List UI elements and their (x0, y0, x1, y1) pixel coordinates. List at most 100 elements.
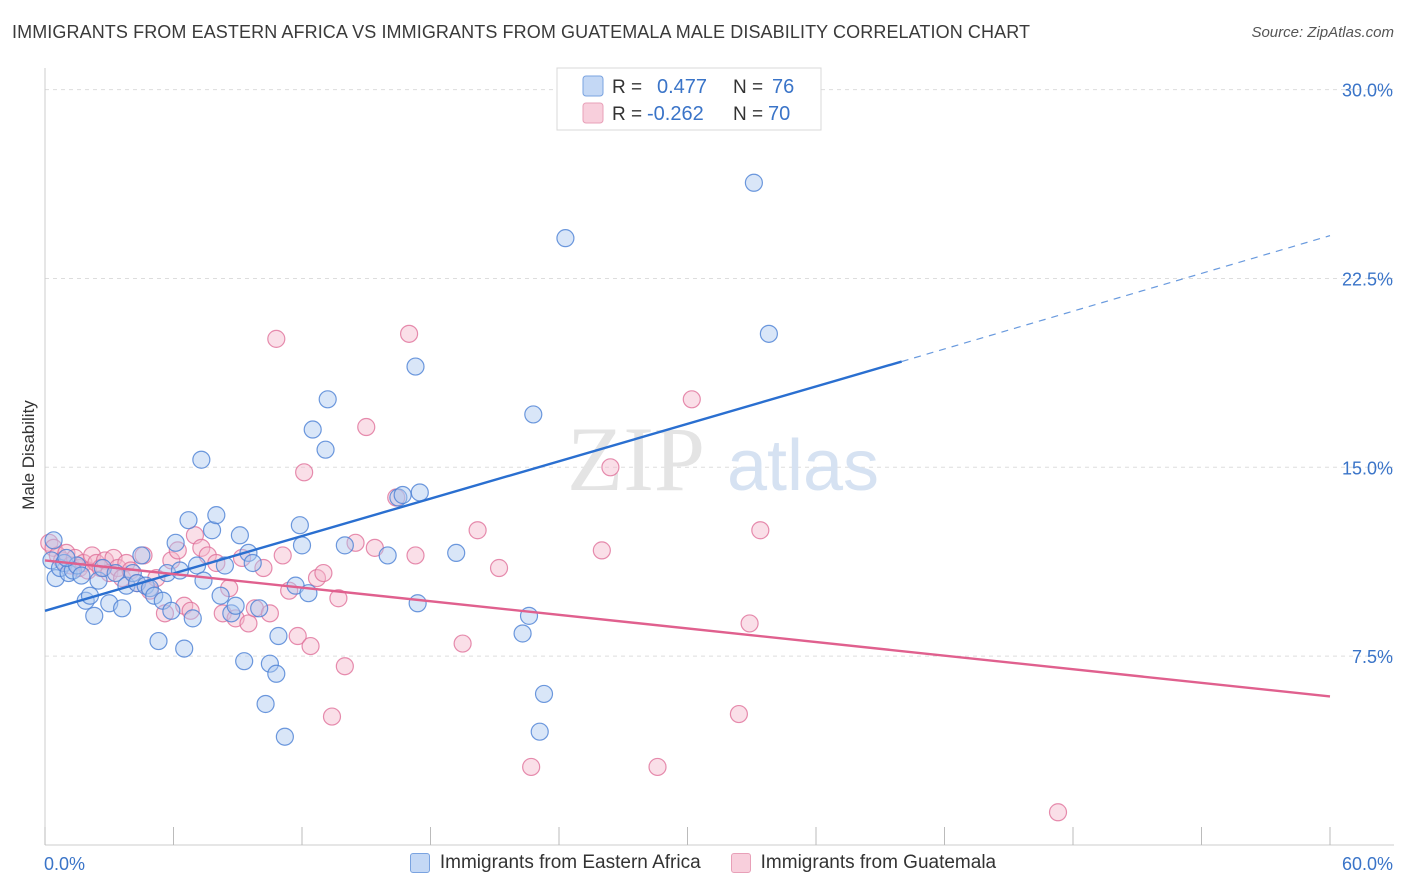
point-eastern-africa-46 (256, 694, 275, 714)
point-eastern-africa-63 (408, 594, 427, 613)
point-guatemala-56 (399, 324, 419, 343)
y-tick-label-1: 15.0% (1342, 458, 1393, 478)
point-guatemala-44 (288, 626, 307, 646)
point-eastern-africa-34 (194, 571, 213, 590)
point-eastern-africa-58 (335, 536, 354, 555)
stats-r-label-pink: R = (612, 104, 642, 125)
point-eastern-africa-31 (183, 609, 202, 628)
point-guatemala-42 (273, 546, 292, 565)
point-eastern-africa-19 (132, 546, 151, 565)
point-eastern-africa-73 (759, 324, 778, 343)
point-guatemala-64 (648, 757, 667, 777)
y-tick-labels: 7.5% 15.0% 22.5% 30.0% (1342, 81, 1393, 668)
point-eastern-africa-62 (406, 357, 425, 376)
point-eastern-africa-45 (250, 599, 269, 618)
point-guatemala-30 (192, 538, 211, 557)
point-eastern-africa-50 (275, 727, 294, 746)
point-eastern-africa-68 (524, 405, 543, 424)
point-eastern-africa-53 (292, 536, 312, 555)
point-guatemala-68 (751, 521, 770, 540)
point-guatemala-52 (346, 533, 365, 552)
point-eastern-africa-38 (215, 556, 234, 575)
point-guatemala-57 (406, 546, 425, 565)
legend-swatch-blue (409, 853, 430, 873)
x-tick-label-0: 0.0% (44, 854, 85, 874)
point-guatemala-41 (267, 329, 286, 348)
point-eastern-africa-64 (410, 483, 429, 502)
y-axis-label: Male Disability (19, 400, 38, 510)
point-eastern-africa-29 (175, 639, 194, 658)
point-eastern-africa-65 (447, 543, 466, 563)
point-eastern-africa-47 (260, 654, 279, 673)
point-eastern-africa-70 (534, 684, 554, 704)
trend-line-eastern-africa (44, 360, 903, 612)
point-guatemala-53 (357, 417, 376, 437)
point-eastern-africa-40 (226, 596, 245, 615)
point-guatemala-40 (260, 604, 279, 623)
legend-swatch-pink (730, 853, 751, 873)
point-eastern-africa-48 (267, 664, 286, 683)
stats-legend: R = 0.477 N = 76 R = -0.262 N = 70 (556, 67, 822, 131)
point-eastern-africa-10 (85, 606, 104, 625)
point-guatemala-48 (314, 563, 333, 583)
point-eastern-africa-26 (162, 601, 181, 620)
point-eastern-africa-44 (243, 553, 262, 573)
point-guatemala-39 (254, 558, 273, 578)
point-eastern-africa-15 (112, 599, 132, 618)
trend-line-guatemala (44, 559, 1331, 698)
point-eastern-africa-66 (513, 624, 532, 643)
point-guatemala-50 (329, 589, 348, 608)
point-guatemala-28 (181, 601, 200, 620)
y-tick-label-2: 22.5% (1342, 269, 1393, 289)
point-guatemala-26 (168, 541, 187, 560)
point-eastern-africa-33 (192, 450, 211, 469)
point-guatemala-61 (522, 757, 541, 777)
point-guatemala-65 (729, 704, 749, 724)
x-tick-label-1: 60.0% (1342, 854, 1393, 874)
stats-swatch-pink (582, 102, 604, 124)
chart-title: IMMIGRANTS FROM EASTERN AFRICA VS IMMIGR… (12, 22, 1031, 42)
point-eastern-africa-27 (166, 533, 185, 552)
stats-n-value-pink: 70 (768, 103, 790, 125)
point-guatemala-60 (489, 558, 509, 578)
point-eastern-africa-56 (316, 440, 335, 459)
point-guatemala-46 (301, 636, 320, 656)
point-eastern-africa-37 (211, 586, 230, 605)
point-guatemala-49 (322, 707, 342, 726)
stats-n-value-blue: 76 (772, 76, 794, 98)
point-eastern-africa-71 (556, 229, 575, 248)
legend-label-guatemala: Immigrants from Guatemala (760, 852, 997, 873)
watermark-zip: ZIP (567, 408, 705, 510)
point-guatemala-66 (682, 390, 701, 409)
point-eastern-africa-42 (235, 652, 254, 671)
axes (44, 68, 1394, 846)
legend-item-guatemala[interactable]: Immigrants from Guatemala (730, 852, 997, 874)
point-guatemala-51 (335, 657, 354, 676)
point-eastern-africa-23 (149, 631, 168, 651)
stats-n-label-blue: N = (733, 77, 763, 98)
stats-n-label-pink: N = (733, 104, 763, 125)
point-guatemala-67 (740, 614, 759, 633)
legend-item-eastern-africa[interactable]: Immigrants from Eastern Africa (409, 852, 701, 874)
point-eastern-africa-35 (202, 521, 222, 540)
trend-line-eastern-africa-extension (901, 235, 1331, 363)
series-legend: Immigrants from Eastern Africa Immigrant… (0, 852, 1406, 874)
point-guatemala-37 (239, 614, 258, 633)
point-guatemala-58 (453, 634, 472, 653)
point-eastern-africa-41 (230, 526, 249, 545)
stats-r-value-pink: -0.262 (647, 103, 704, 125)
point-guatemala-63 (601, 458, 620, 477)
point-eastern-africa-69 (530, 722, 549, 741)
point-guatemala-69 (1048, 803, 1068, 822)
gridlines (45, 89, 1394, 657)
point-eastern-africa-7 (72, 566, 91, 585)
point-eastern-africa-55 (303, 420, 322, 439)
stats-swatch-blue (582, 75, 604, 97)
point-guatemala-59 (468, 521, 487, 540)
point-guatemala-62 (592, 541, 611, 560)
watermark-atlas: atlas (727, 426, 879, 506)
x-tick-labels: 0.0% 60.0% (44, 854, 1393, 874)
point-eastern-africa-61 (393, 485, 412, 505)
point-guatemala-45 (295, 463, 314, 482)
